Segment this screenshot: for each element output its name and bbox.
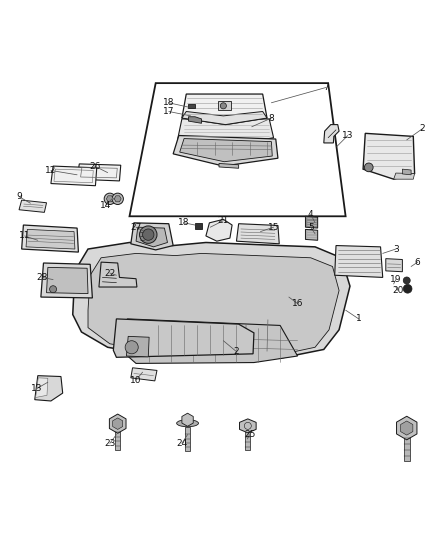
- Polygon shape: [182, 413, 193, 426]
- Text: 4: 4: [308, 209, 314, 219]
- Text: 3: 3: [393, 245, 399, 254]
- Polygon shape: [394, 173, 415, 179]
- Polygon shape: [115, 424, 120, 450]
- Polygon shape: [195, 223, 201, 229]
- Text: 1: 1: [356, 314, 362, 324]
- Text: 2: 2: [233, 347, 239, 356]
- Polygon shape: [206, 220, 232, 241]
- Polygon shape: [127, 336, 149, 357]
- Polygon shape: [113, 418, 123, 430]
- Circle shape: [140, 226, 157, 244]
- Text: 7: 7: [323, 83, 329, 92]
- Polygon shape: [305, 229, 318, 240]
- Text: 19: 19: [390, 275, 402, 284]
- Circle shape: [220, 103, 226, 109]
- Text: 16: 16: [292, 299, 304, 308]
- Polygon shape: [177, 119, 274, 147]
- Polygon shape: [218, 101, 231, 110]
- Polygon shape: [219, 164, 239, 168]
- Text: 17: 17: [163, 107, 174, 116]
- Polygon shape: [21, 225, 78, 252]
- Ellipse shape: [177, 420, 198, 427]
- Polygon shape: [245, 428, 250, 450]
- Circle shape: [49, 286, 57, 293]
- Text: 18: 18: [163, 98, 174, 107]
- Text: 2: 2: [419, 125, 425, 133]
- Polygon shape: [110, 414, 126, 433]
- Polygon shape: [240, 419, 256, 433]
- Polygon shape: [131, 368, 157, 381]
- Polygon shape: [136, 227, 167, 247]
- Polygon shape: [396, 416, 417, 440]
- Circle shape: [125, 341, 138, 354]
- Polygon shape: [188, 103, 195, 108]
- Polygon shape: [99, 262, 137, 287]
- Text: 10: 10: [130, 376, 142, 384]
- Text: 28: 28: [36, 273, 48, 282]
- Polygon shape: [180, 139, 272, 161]
- Text: 21: 21: [218, 216, 229, 225]
- Polygon shape: [401, 421, 413, 435]
- Circle shape: [403, 277, 410, 284]
- Polygon shape: [237, 224, 279, 244]
- Polygon shape: [363, 133, 415, 179]
- Text: 13: 13: [31, 384, 42, 393]
- Polygon shape: [73, 243, 350, 358]
- Circle shape: [364, 163, 373, 172]
- Polygon shape: [113, 319, 254, 357]
- Polygon shape: [51, 166, 97, 185]
- Text: 20: 20: [392, 286, 404, 295]
- Polygon shape: [106, 196, 113, 202]
- Text: 26: 26: [89, 161, 100, 171]
- Polygon shape: [324, 125, 339, 143]
- Text: 24: 24: [176, 439, 187, 448]
- Circle shape: [403, 285, 412, 293]
- Text: 11: 11: [19, 231, 31, 240]
- Text: 22: 22: [104, 269, 116, 278]
- Polygon shape: [188, 117, 201, 123]
- Polygon shape: [403, 169, 411, 175]
- Polygon shape: [125, 319, 297, 364]
- Text: 25: 25: [244, 430, 255, 439]
- Polygon shape: [131, 223, 173, 250]
- Polygon shape: [404, 428, 410, 461]
- Text: 5: 5: [308, 223, 314, 232]
- Polygon shape: [114, 196, 121, 202]
- Polygon shape: [35, 376, 63, 401]
- Text: 27: 27: [131, 223, 142, 232]
- Circle shape: [112, 193, 124, 205]
- Polygon shape: [46, 268, 88, 294]
- Text: 13: 13: [342, 131, 353, 140]
- Polygon shape: [305, 216, 318, 228]
- Text: 12: 12: [45, 166, 57, 175]
- Polygon shape: [182, 111, 267, 125]
- Text: 15: 15: [268, 223, 279, 232]
- Text: 8: 8: [268, 114, 274, 123]
- Text: 9: 9: [16, 192, 22, 201]
- Text: 14: 14: [100, 201, 111, 210]
- Polygon shape: [41, 263, 92, 298]
- Polygon shape: [26, 229, 75, 249]
- Text: 23: 23: [104, 439, 116, 448]
- Circle shape: [104, 193, 116, 205]
- Polygon shape: [88, 253, 339, 354]
- Text: 18: 18: [178, 219, 190, 228]
- Polygon shape: [19, 200, 46, 212]
- Polygon shape: [386, 259, 403, 272]
- Polygon shape: [77, 164, 121, 181]
- Text: 6: 6: [415, 257, 420, 266]
- Polygon shape: [185, 427, 191, 451]
- Polygon shape: [335, 246, 383, 277]
- Polygon shape: [182, 94, 267, 125]
- Polygon shape: [35, 378, 48, 398]
- Polygon shape: [173, 135, 278, 166]
- Circle shape: [143, 229, 154, 240]
